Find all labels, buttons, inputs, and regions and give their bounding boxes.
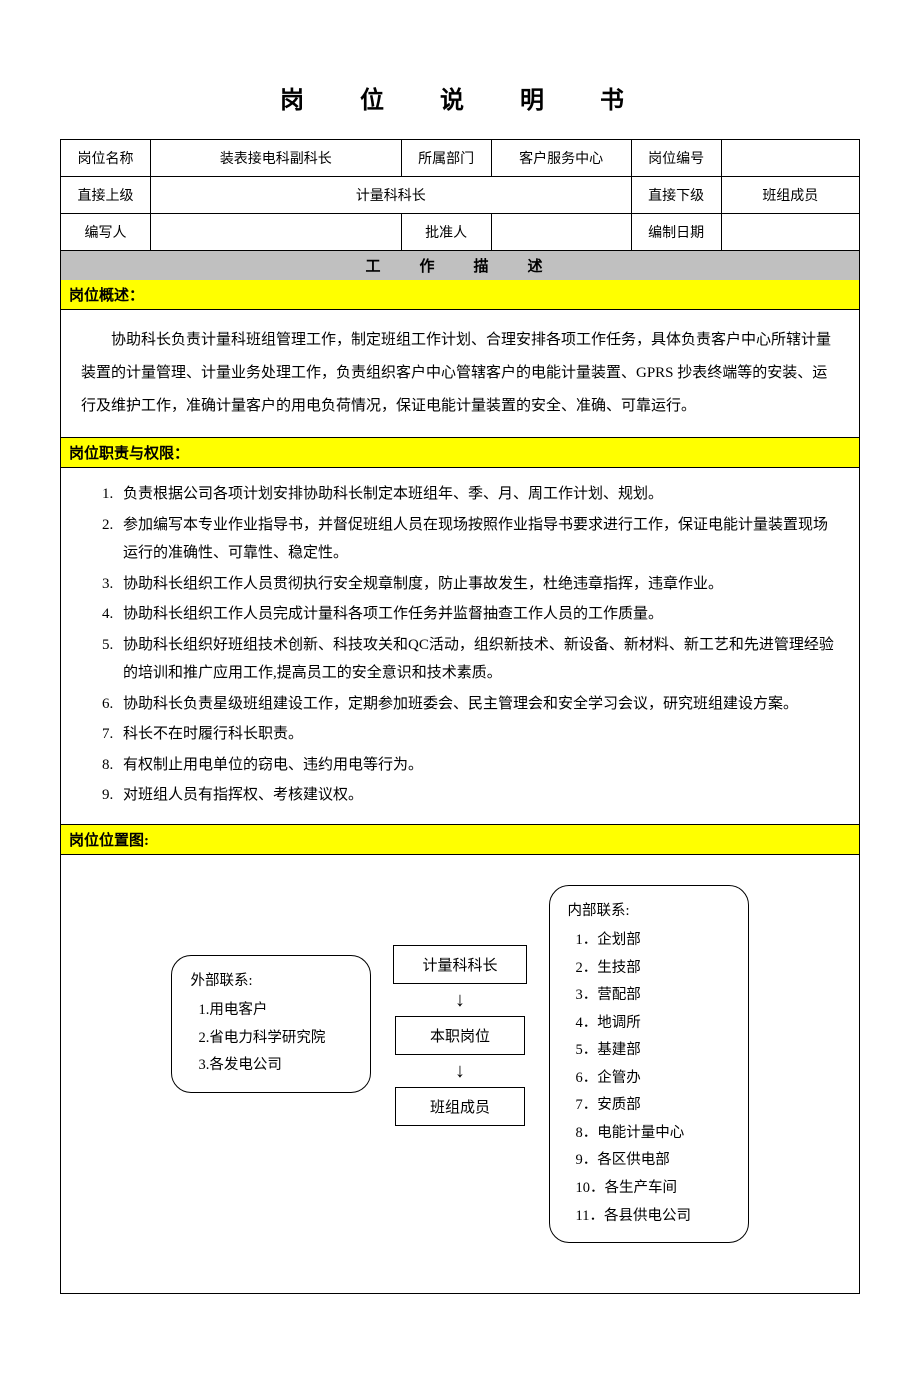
duties-title: 岗位职责与权限： [61, 437, 859, 468]
duty-item: 有权制止用电单位的窃电、违约用电等行为。 [117, 751, 839, 780]
diagram-area: 外部联系: 1.用电客户 2.省电力科学研究院 3.各发电公司 计量科科长 ↓ … [61, 855, 859, 1294]
duty-item: 协助科长组织工作人员完成计量科各项工作任务并监督抽查工作人员的工作质量。 [117, 600, 839, 629]
external-item: 3.各发电公司 [190, 1052, 354, 1080]
internal-contacts-bubble: 内部联系: 1．企划部 2．生技部 3．营配部 4．地调所 5．基建部 6．企管… [549, 885, 749, 1244]
internal-item: 10．各生产车间 [568, 1175, 732, 1203]
duty-item: 科长不在时履行科长职责。 [117, 720, 839, 749]
subordinate-value: 班组成员 [721, 177, 859, 214]
internal-item: 1．企划部 [568, 927, 732, 955]
supervisor-label: 直接上级 [61, 177, 151, 214]
internal-item: 5．基建部 [568, 1037, 732, 1065]
arrow-down-icon: ↓ [455, 990, 465, 1010]
internal-item: 11．各县供电公司 [568, 1203, 732, 1231]
duty-item: 参加编写本专业作业指导书，并督促班组人员在现场按照作业指导书要求进行工作，保证电… [117, 511, 839, 568]
internal-title: 内部联系: [568, 898, 732, 926]
author-label: 编写人 [61, 214, 151, 251]
duty-item: 协助科长负责星级班组建设工作，定期参加班委会、民主管理会和安全学习会议，研究班组… [117, 690, 839, 719]
department-value: 客户服务中心 [491, 140, 631, 177]
chain-bottom-box: 班组成员 [395, 1087, 525, 1126]
chain-middle-box: 本职岗位 [395, 1016, 525, 1055]
page-title: 岗 位 说 明 书 [60, 80, 860, 115]
internal-item: 2．生技部 [568, 955, 732, 983]
subordinate-label: 直接下级 [631, 177, 721, 214]
internal-item: 4．地调所 [568, 1010, 732, 1038]
position-no-label: 岗位编号 [631, 140, 721, 177]
diagram-title: 岗位位置图: [61, 824, 859, 855]
approver-value [491, 214, 631, 251]
position-chain: 计量科科长 ↓ 本职岗位 ↓ 班组成员 [393, 945, 526, 1126]
overview-title: 岗位概述： [61, 280, 859, 310]
overview-text: 协助科长负责计量科班组管理工作，制定班组工作计划、合理安排各项工作任务，具体负责… [61, 310, 859, 437]
section-description-header: 工 作 描 述 [60, 251, 860, 280]
header-table: 岗位名称 装表接电科副科长 所属部门 客户服务中心 岗位编号 直接上级 计量科科… [60, 139, 860, 251]
position-no-value [721, 140, 859, 177]
date-label: 编制日期 [631, 214, 721, 251]
duties-list: 负责根据公司各项计划安排协助科长制定本班组年、季、月、周工作计划、规划。 参加编… [61, 468, 859, 824]
internal-item: 9．各区供电部 [568, 1147, 732, 1175]
internal-item: 3．营配部 [568, 982, 732, 1010]
position-name-value: 装表接电科副科长 [151, 140, 402, 177]
internal-item: 7．安质部 [568, 1092, 732, 1120]
supervisor-value: 计量科科长 [151, 177, 632, 214]
duty-item: 协助科长组织工作人员贯彻执行安全规章制度，防止事故发生，杜绝违章指挥，违章作业。 [117, 570, 839, 599]
external-item: 2.省电力科学研究院 [190, 1025, 354, 1053]
duty-item: 对班组人员有指挥权、考核建议权。 [117, 781, 839, 810]
internal-item: 6．企管办 [568, 1065, 732, 1093]
position-name-label: 岗位名称 [61, 140, 151, 177]
duty-item: 负责根据公司各项计划安排协助科长制定本班组年、季、月、周工作计划、规划。 [117, 480, 839, 509]
duty-item: 协助科长组织好班组技术创新、科技攻关和QC活动，组织新技术、新设备、新材料、新工… [117, 631, 839, 688]
arrow-down-icon: ↓ [455, 1061, 465, 1081]
approver-label: 批准人 [401, 214, 491, 251]
internal-item: 8．电能计量中心 [568, 1120, 732, 1148]
date-value [721, 214, 859, 251]
external-item: 1.用电客户 [190, 997, 354, 1025]
chain-top-box: 计量科科长 [393, 945, 526, 984]
department-label: 所属部门 [401, 140, 491, 177]
external-title: 外部联系: [190, 968, 354, 996]
content-container: 岗位概述： 协助科长负责计量科班组管理工作，制定班组工作计划、合理安排各项工作任… [60, 280, 860, 1294]
external-contacts-bubble: 外部联系: 1.用电客户 2.省电力科学研究院 3.各发电公司 [171, 955, 371, 1093]
author-value [151, 214, 402, 251]
